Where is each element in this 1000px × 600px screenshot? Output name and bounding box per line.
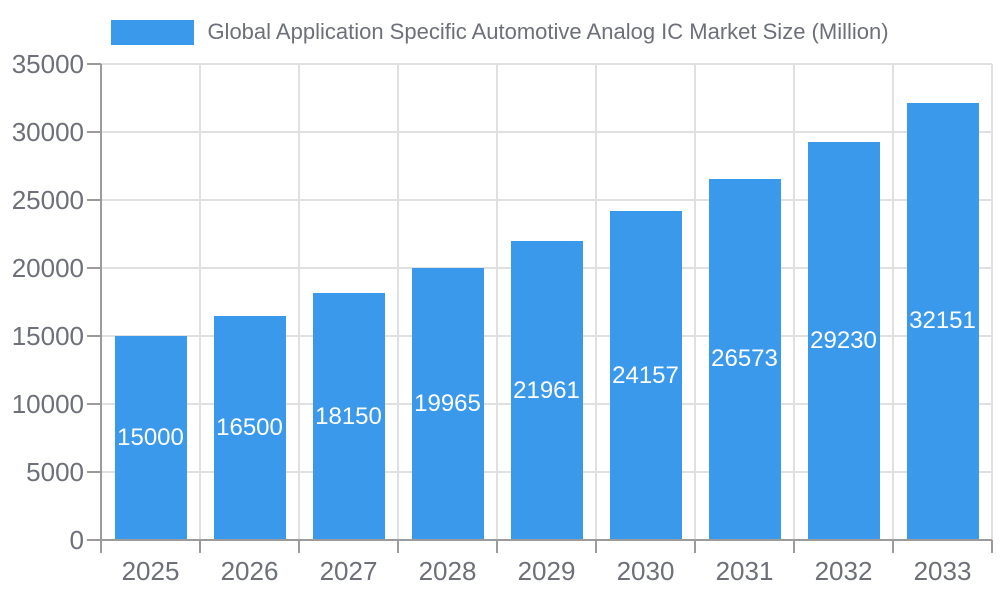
x-tick-label: 2032 [814, 556, 873, 586]
bar-value-label: 24157 [612, 361, 679, 389]
x-tick-label: 2026 [220, 556, 279, 586]
y-tick [87, 131, 101, 133]
x-tick [991, 540, 993, 553]
plot-area: 15000 16500 18150 19965 21961 24157 26573 29230… [101, 63, 993, 540]
y-tick [87, 199, 101, 201]
bar[interactable]: 15000 [114, 336, 187, 540]
h-gridline [101, 131, 992, 133]
y-axis-line [100, 64, 102, 541]
y-tick-label: 0 [69, 525, 84, 555]
y-tick-label: 10000 [11, 389, 84, 419]
x-tick-label: 2033 [913, 556, 972, 586]
x-tick [199, 540, 201, 553]
x-tick [595, 540, 597, 553]
bar-value-label: 19965 [414, 390, 481, 418]
v-gridline [397, 64, 399, 540]
y-tick-label: 5000 [26, 457, 84, 487]
bar-value-label: 26573 [711, 345, 778, 373]
x-tick [793, 540, 795, 553]
x-tick [694, 540, 696, 553]
y-tick-label: 30000 [11, 117, 84, 147]
bar[interactable]: 18150 [312, 293, 385, 540]
x-tick-label: 2027 [319, 556, 378, 586]
y-tick [87, 335, 101, 337]
h-gridline [101, 63, 992, 65]
x-tick-label: 2029 [517, 556, 576, 586]
bar[interactable]: 32151 [906, 102, 979, 540]
bar[interactable]: 21961 [510, 241, 583, 540]
bar[interactable]: 24157 [609, 211, 682, 540]
bar[interactable]: 19965 [411, 268, 484, 540]
y-tick-label: 15000 [11, 321, 84, 351]
x-tick-label: 2031 [715, 556, 774, 586]
y-tick [87, 539, 101, 541]
legend-swatch[interactable] [111, 19, 195, 45]
x-tick [496, 540, 498, 553]
x-axis-line [101, 539, 992, 541]
x-tick [397, 540, 399, 553]
x-tick-label: 2025 [121, 556, 180, 586]
legend-label: Global Application Specific Automotive A… [207, 19, 889, 44]
bar-value-label: 21961 [513, 376, 580, 404]
bar-value-label: 16500 [216, 413, 283, 441]
legend[interactable]: Global Application Specific Automotive A… [0, 17, 1000, 47]
v-gridline [991, 64, 993, 540]
x-tick-label: 2028 [418, 556, 477, 586]
v-gridline [496, 64, 498, 540]
v-gridline [298, 64, 300, 540]
x-tick-label: 2030 [616, 556, 675, 586]
y-tick [87, 403, 101, 405]
v-gridline [199, 64, 201, 540]
y-tick [87, 63, 101, 65]
y-tick-label: 25000 [11, 185, 84, 215]
bar-value-label: 29230 [810, 327, 877, 355]
bar[interactable]: 29230 [807, 142, 880, 540]
v-gridline [793, 64, 795, 540]
y-tick-label: 20000 [11, 253, 84, 283]
y-tick [87, 471, 101, 473]
v-gridline [595, 64, 597, 540]
v-gridline [892, 64, 894, 540]
x-tick [100, 540, 102, 553]
bar-value-label: 18150 [315, 402, 382, 430]
bar[interactable]: 16500 [213, 315, 286, 540]
x-tick [892, 540, 894, 553]
bar[interactable]: 26573 [708, 178, 781, 540]
h-gridline [101, 199, 992, 201]
x-tick [298, 540, 300, 553]
v-gridline [694, 64, 696, 540]
bar-value-label: 15000 [117, 424, 184, 451]
y-tick-label: 35000 [11, 49, 84, 79]
y-tick [87, 267, 101, 269]
bar-value-label: 32151 [909, 307, 976, 335]
